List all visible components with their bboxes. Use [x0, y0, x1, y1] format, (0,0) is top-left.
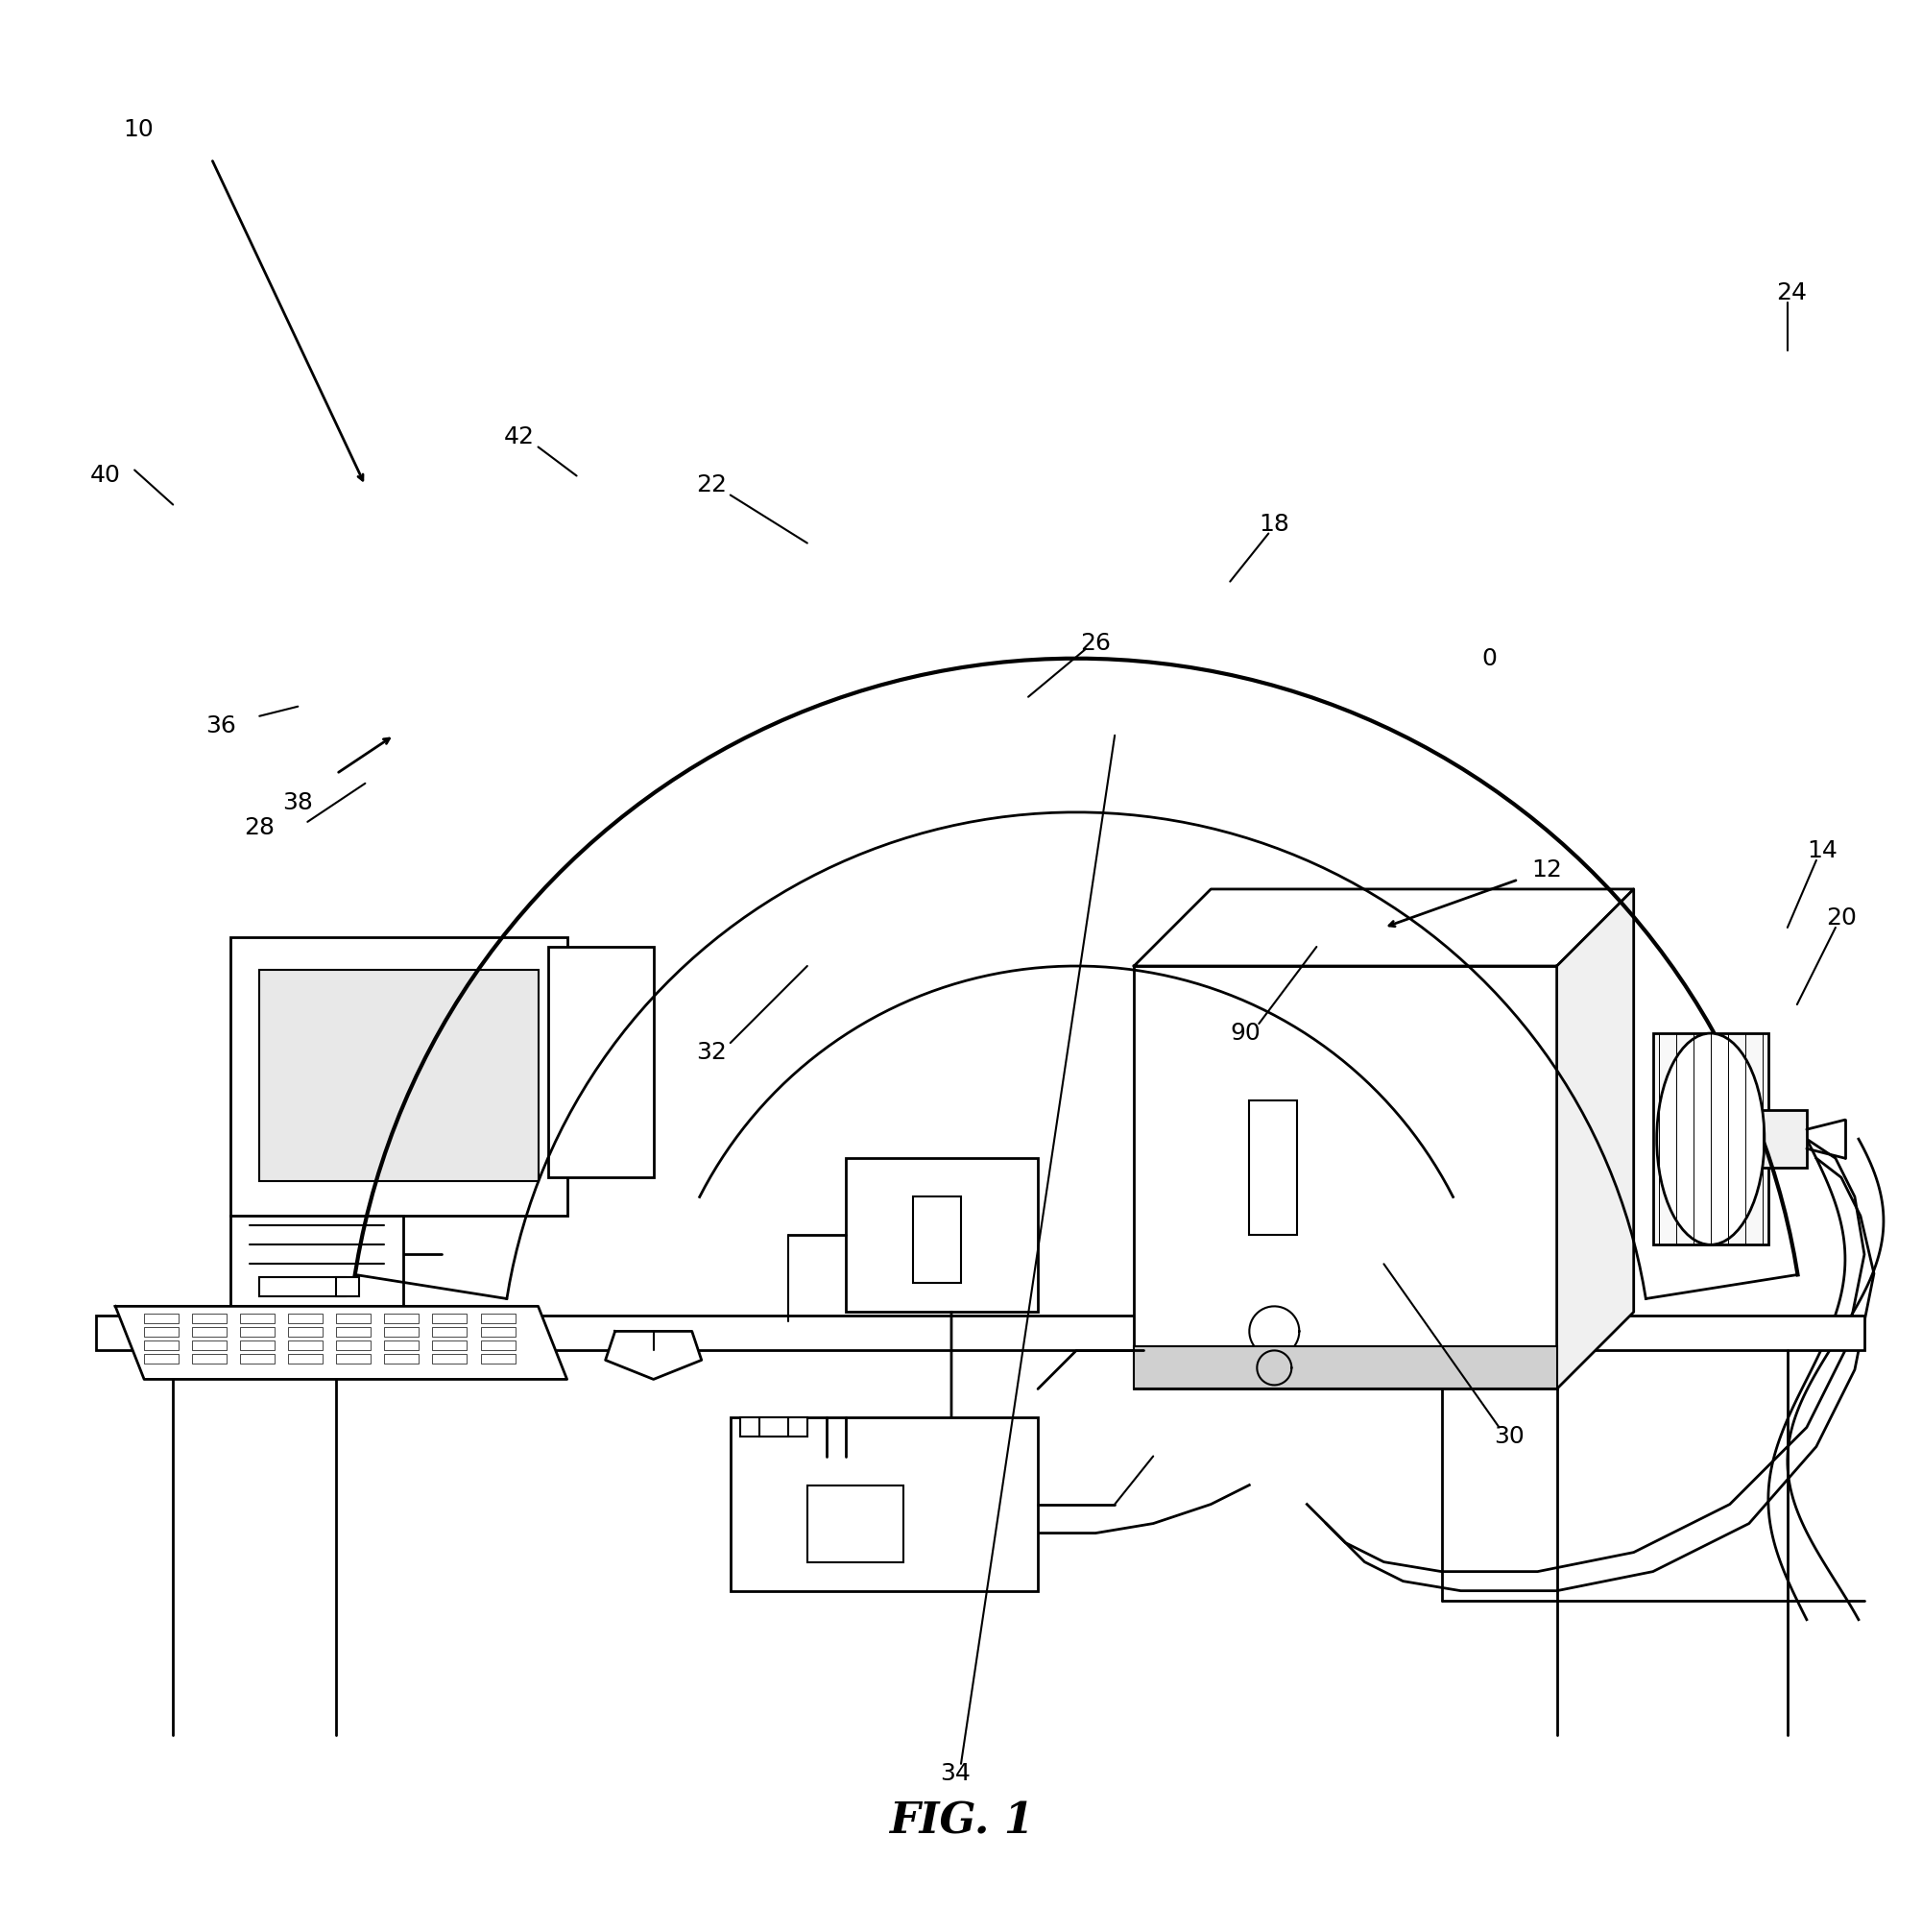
Polygon shape — [115, 1306, 567, 1379]
Bar — [336, 1341, 371, 1350]
Text: 36: 36 — [206, 715, 236, 738]
Bar — [807, 1486, 903, 1561]
Bar — [231, 1215, 404, 1312]
Bar — [384, 1327, 419, 1337]
Bar — [144, 1314, 179, 1323]
Ellipse shape — [1657, 1034, 1764, 1244]
Text: 20: 20 — [1826, 906, 1857, 929]
Bar — [144, 1354, 179, 1364]
Bar — [384, 1354, 419, 1364]
Text: 10: 10 — [123, 118, 154, 141]
Text: 0: 0 — [1482, 647, 1497, 670]
Bar — [480, 1327, 515, 1337]
Bar — [384, 1314, 419, 1323]
Bar — [240, 1314, 275, 1323]
Bar — [759, 1418, 788, 1437]
Bar — [480, 1354, 515, 1364]
Bar — [192, 1327, 227, 1337]
Bar — [432, 1327, 467, 1337]
Text: 26: 26 — [1080, 632, 1111, 655]
Text: 18: 18 — [1259, 512, 1290, 535]
Bar — [336, 1354, 371, 1364]
Bar — [96, 1316, 1864, 1350]
Bar — [192, 1341, 227, 1350]
Bar — [846, 1159, 1038, 1312]
Bar — [432, 1341, 467, 1350]
Bar — [1134, 1347, 1557, 1389]
Bar — [288, 1354, 323, 1364]
Text: 22: 22 — [696, 473, 727, 497]
Text: 30: 30 — [1493, 1426, 1524, 1449]
Bar — [336, 1327, 371, 1337]
Bar — [384, 1341, 419, 1350]
Bar — [288, 1327, 323, 1337]
Text: 90: 90 — [1230, 1022, 1261, 1045]
Bar — [730, 1418, 1038, 1590]
Bar — [240, 1354, 275, 1364]
Bar — [1249, 1101, 1297, 1235]
Bar — [1134, 966, 1557, 1389]
Bar — [336, 1277, 359, 1296]
Bar — [336, 1314, 371, 1323]
Text: 14: 14 — [1807, 838, 1837, 862]
Text: 40: 40 — [90, 464, 121, 487]
Text: 38: 38 — [283, 790, 313, 813]
Bar — [548, 947, 653, 1177]
Bar — [1759, 1111, 1807, 1167]
Bar — [259, 1277, 346, 1296]
Bar — [432, 1354, 467, 1364]
Bar — [192, 1314, 227, 1323]
Bar — [240, 1341, 275, 1350]
Bar — [1653, 1034, 1768, 1244]
Bar — [740, 1418, 807, 1437]
Text: 42: 42 — [504, 425, 534, 448]
Text: 34: 34 — [940, 1762, 971, 1785]
Bar — [480, 1341, 515, 1350]
Bar — [913, 1196, 961, 1283]
Text: 32: 32 — [696, 1041, 727, 1065]
Text: 12: 12 — [1532, 858, 1563, 881]
Bar — [144, 1327, 179, 1337]
Polygon shape — [1134, 889, 1634, 966]
Bar — [288, 1314, 323, 1323]
Bar — [192, 1354, 227, 1364]
Polygon shape — [605, 1331, 702, 1379]
Text: 28: 28 — [244, 815, 275, 838]
Bar — [259, 970, 538, 1180]
Bar — [240, 1327, 275, 1337]
Text: 24: 24 — [1776, 282, 1807, 305]
Bar — [432, 1314, 467, 1323]
Bar — [144, 1341, 179, 1350]
Text: FIG. 1: FIG. 1 — [888, 1801, 1034, 1841]
Bar — [288, 1341, 323, 1350]
Bar — [231, 937, 567, 1215]
Polygon shape — [1557, 889, 1634, 1389]
Bar — [480, 1314, 515, 1323]
